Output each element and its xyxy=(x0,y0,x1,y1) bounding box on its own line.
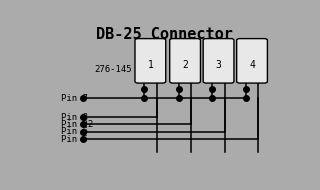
Text: Pin 8: Pin 8 xyxy=(61,113,88,122)
FancyBboxPatch shape xyxy=(170,39,200,83)
Text: Pin 7: Pin 7 xyxy=(61,94,88,103)
Text: DB-25 Connector: DB-25 Connector xyxy=(96,27,232,42)
Text: 1: 1 xyxy=(148,60,153,70)
Text: Pin 6: Pin 6 xyxy=(61,127,88,136)
FancyBboxPatch shape xyxy=(135,39,166,83)
Text: Pin 22: Pin 22 xyxy=(61,120,93,129)
Text: 2: 2 xyxy=(182,60,188,70)
Text: Pin 5: Pin 5 xyxy=(61,135,88,144)
Text: 4: 4 xyxy=(249,60,255,70)
FancyBboxPatch shape xyxy=(237,39,268,83)
FancyBboxPatch shape xyxy=(203,39,234,83)
Text: 3: 3 xyxy=(216,60,221,70)
Text: 276-145: 276-145 xyxy=(94,65,132,74)
